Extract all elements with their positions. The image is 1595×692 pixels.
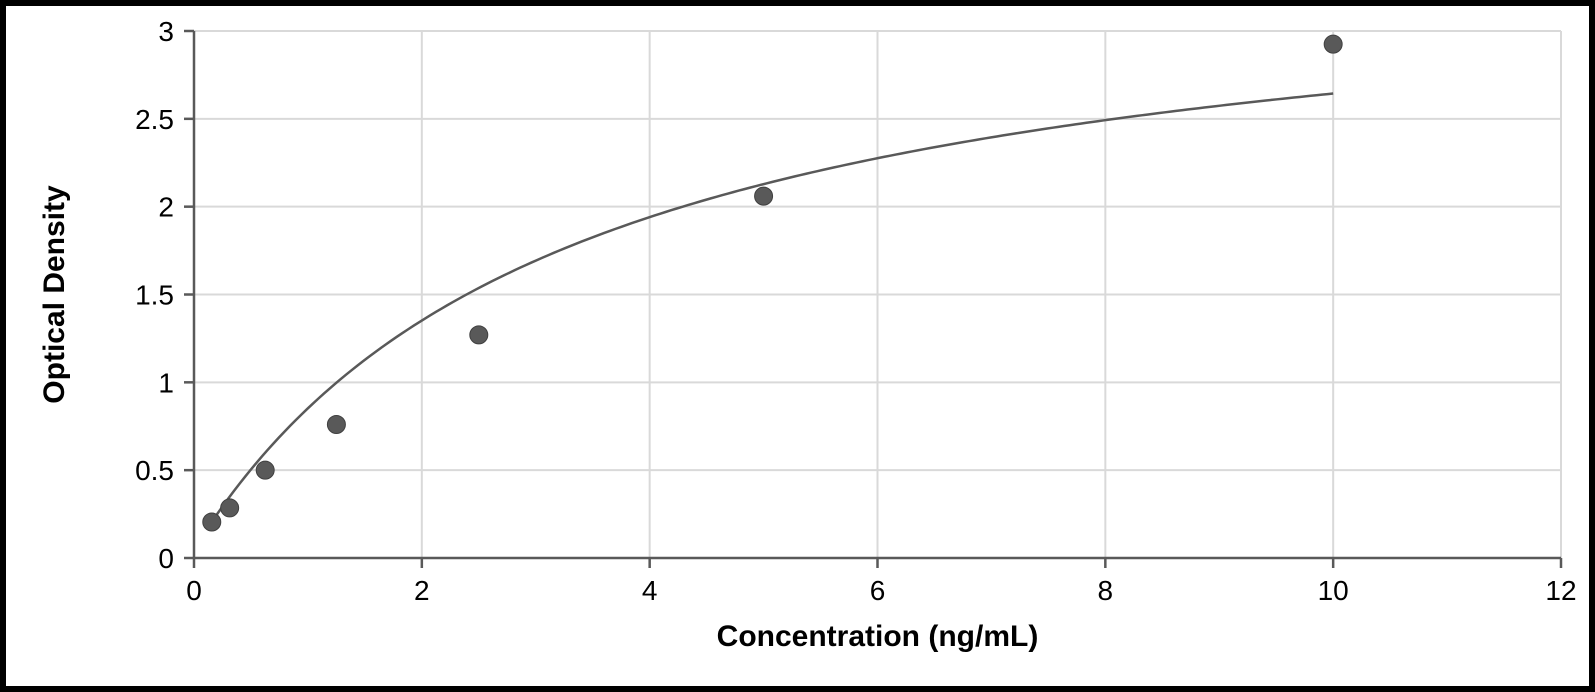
y-tick-label: 1 bbox=[158, 367, 174, 398]
chart-frame: 0 2 4 6 8 10 12 0 0.5 1 1.5 2 2.5 3 Concentration (ng/… bbox=[0, 0, 1595, 692]
data-point bbox=[327, 415, 345, 433]
data-point bbox=[755, 187, 773, 205]
y-tick-label: 0 bbox=[158, 543, 174, 574]
x-tick-label: 2 bbox=[414, 575, 430, 606]
x-tick-label: 12 bbox=[1545, 575, 1576, 606]
y-tick-label: 1.5 bbox=[135, 280, 174, 311]
data-point bbox=[203, 513, 221, 531]
data-point bbox=[470, 326, 488, 344]
x-tick-label: 6 bbox=[870, 575, 886, 606]
x-tick-label: 0 bbox=[186, 575, 202, 606]
y-tick-label: 2.5 bbox=[135, 104, 174, 135]
chart-svg: 0 2 4 6 8 10 12 0 0.5 1 1.5 2 2.5 3 Concentration (ng/… bbox=[6, 6, 1589, 686]
x-tick-label: 4 bbox=[642, 575, 658, 606]
x-tick-label: 8 bbox=[1098, 575, 1114, 606]
data-point bbox=[221, 499, 239, 517]
x-axis-label: Concentration (ng/mL) bbox=[717, 620, 1039, 653]
y-tick-label: 3 bbox=[158, 16, 174, 47]
y-tick-label: 2 bbox=[158, 192, 174, 223]
data-point bbox=[256, 461, 274, 479]
chart-container: 0 2 4 6 8 10 12 0 0.5 1 1.5 2 2.5 3 Concentration (ng/… bbox=[6, 6, 1589, 686]
data-point bbox=[1324, 35, 1342, 53]
y-axis-label: Optical Density bbox=[38, 185, 71, 404]
x-tick-label: 10 bbox=[1318, 575, 1349, 606]
y-tick-label: 0.5 bbox=[135, 455, 174, 486]
